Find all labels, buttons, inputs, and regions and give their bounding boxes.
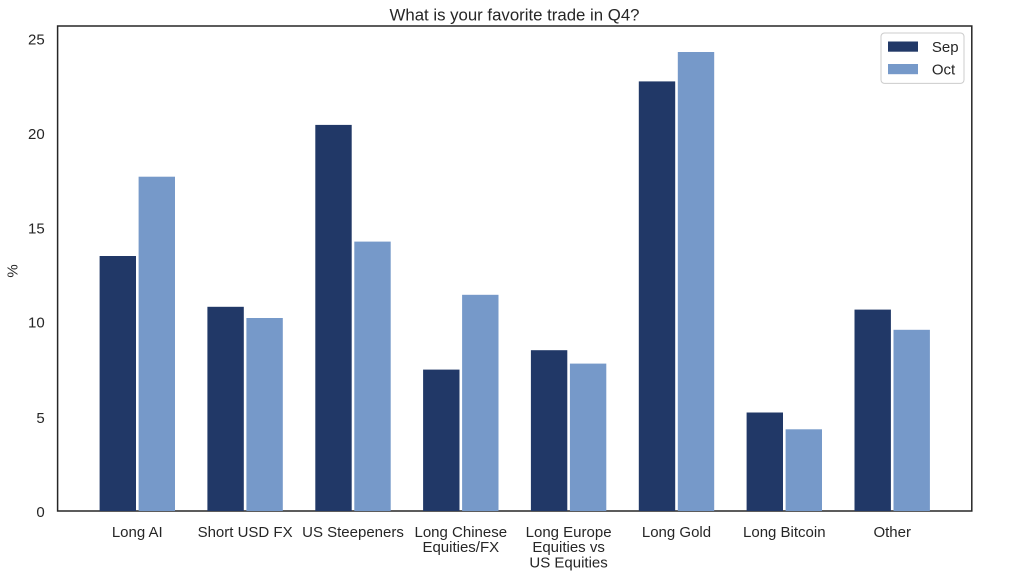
svg-text:Long Europe: Long Europe <box>526 524 612 541</box>
svg-text:25: 25 <box>28 32 45 49</box>
svg-text:Equities/FX: Equities/FX <box>422 539 499 556</box>
svg-text:Long AI: Long AI <box>112 524 163 541</box>
svg-text:US Steepeners: US Steepeners <box>302 524 404 541</box>
svg-text:%: % <box>5 264 22 277</box>
svg-text:Long Gold: Long Gold <box>642 524 711 541</box>
svg-text:US Equities: US Equities <box>529 555 607 572</box>
svg-text:Oct: Oct <box>932 61 956 78</box>
svg-text:20: 20 <box>28 126 45 143</box>
svg-text:What is your favorite trade in: What is your favorite trade in Q4? <box>390 5 640 24</box>
svg-text:Sep: Sep <box>932 39 959 56</box>
svg-text:Other: Other <box>873 524 911 541</box>
svg-text:Long Chinese: Long Chinese <box>415 524 508 541</box>
svg-text:Long Bitcoin: Long Bitcoin <box>743 524 826 541</box>
svg-text:0: 0 <box>36 504 44 521</box>
svg-text:Short USD FX: Short USD FX <box>198 524 293 541</box>
svg-text:5: 5 <box>36 410 44 427</box>
svg-text:10: 10 <box>28 315 45 332</box>
svg-text:15: 15 <box>28 220 45 237</box>
svg-text:Equities vs: Equities vs <box>532 539 605 556</box>
